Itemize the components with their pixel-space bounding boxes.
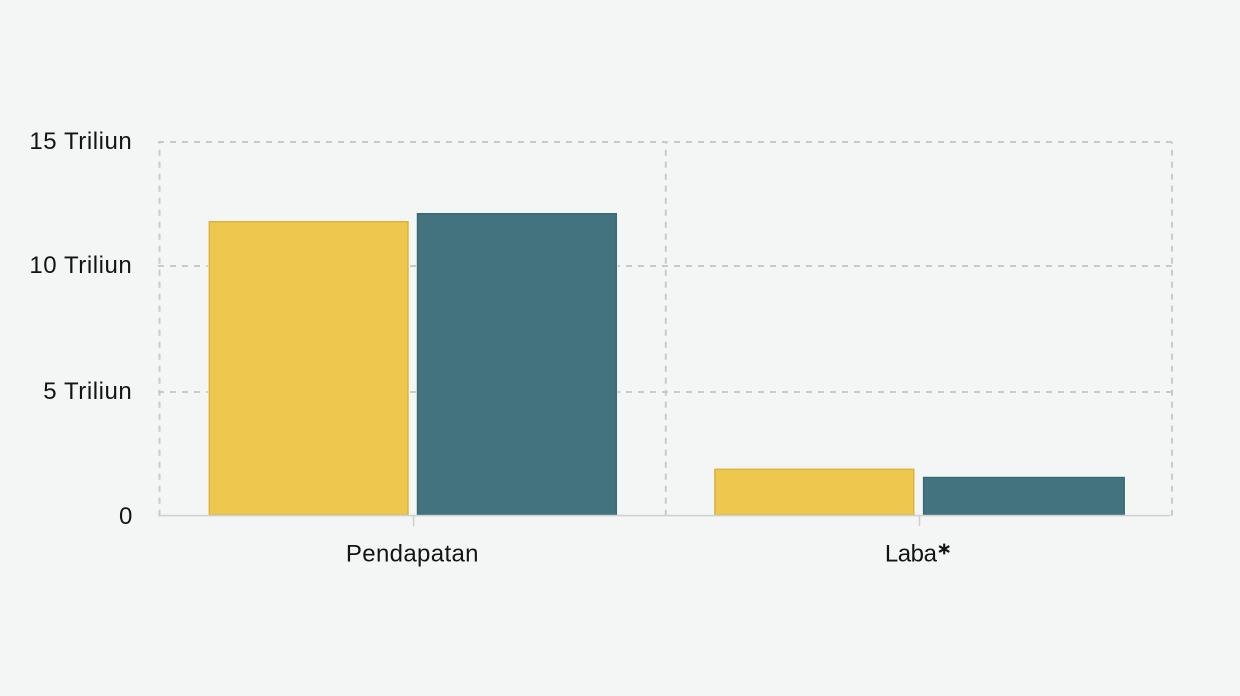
svg-text:15 Triliun: 15 Triliun — [29, 128, 132, 155]
svg-text:10 Triliun: 10 Triliun — [29, 252, 132, 279]
svg-text:0: 0 — [119, 503, 132, 530]
svg-text:5 Triliun: 5 Triliun — [43, 378, 132, 405]
svg-text:Laba: Laba — [885, 540, 938, 567]
svg-text:Pendapatan: Pendapatan — [346, 540, 479, 567]
